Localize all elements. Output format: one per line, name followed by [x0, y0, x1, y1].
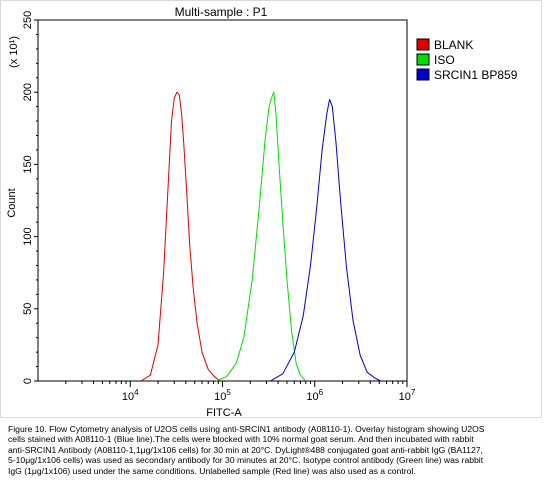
- chart-title: Multi-sample : P1: [175, 5, 268, 19]
- y-tick-label: 100: [22, 227, 34, 245]
- x-tick-label: 107: [399, 388, 416, 403]
- series-line-srcin1-bp859: [270, 98, 382, 382]
- caption-line: cells stained with A08110-1 (Blue line).…: [8, 434, 474, 445]
- y-axis-multiplier: (x 10¹): [8, 36, 20, 68]
- y-tick-label: 250: [22, 11, 34, 29]
- y-tick-label: 50: [22, 303, 34, 315]
- series-line-iso: [215, 91, 307, 382]
- y-tick-label: 200: [22, 83, 34, 101]
- figure-caption: Figure 10. Flow Cytometry analysis of U2…: [8, 424, 528, 476]
- legend-label: ISO: [434, 53, 455, 67]
- legend-swatch: [416, 68, 430, 81]
- legend-label: SRCIN1 BP859: [434, 68, 518, 82]
- legend-swatch: [416, 38, 430, 51]
- caption-line: anti-SRCIN1 Antibody (A08110-1,1μg/1x106…: [8, 444, 483, 455]
- caption-line: IgG (1μg/1x106) used under the same cond…: [8, 465, 416, 476]
- y-axis-label: Count: [6, 188, 18, 217]
- flow-cytometry-chart: Multi-sample : P1 (x 10¹) Count FITC-A 0…: [6, 5, 518, 418]
- legend-label: BLANK: [434, 38, 473, 52]
- caption-line: Figure 10. Flow Cytometry analysis of U2…: [8, 424, 485, 434]
- caption-line: 5-10μg/1x106 cells) was used as secondar…: [8, 455, 484, 466]
- x-tick-label: 104: [122, 388, 139, 403]
- y-tick-label: 0: [22, 378, 34, 384]
- y-tick-label: 150: [22, 155, 34, 173]
- x-tick-label: 106: [306, 388, 323, 403]
- x-tick-label: 105: [214, 388, 231, 403]
- figure-frame: [0, 0, 542, 418]
- series-line-blank: [140, 91, 221, 382]
- legend-swatch: [416, 53, 430, 66]
- plot-area-border: [37, 19, 408, 382]
- x-axis-label: FITC-A: [206, 407, 242, 418]
